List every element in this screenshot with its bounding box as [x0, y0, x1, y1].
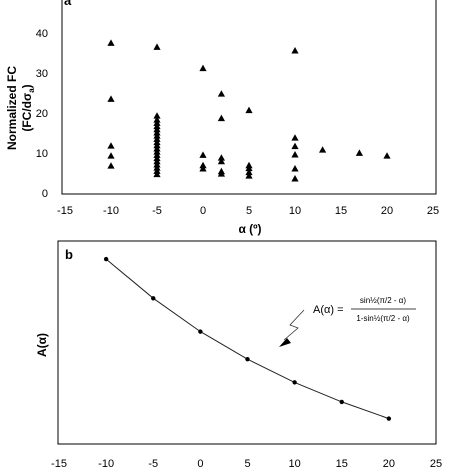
- panel-a-triangle-marker: [291, 175, 299, 182]
- panel-a-triangle-marker: [217, 114, 225, 122]
- panel-a-triangle-marker: [199, 151, 207, 158]
- panel-a-x-tick-label: -15: [57, 205, 73, 217]
- panel-a-x-tick-label: 10: [289, 205, 301, 217]
- panel-a-x-tick-label: 5: [246, 205, 252, 217]
- panel-b-data-point: [339, 399, 344, 405]
- panel-b-data-point: [245, 356, 250, 362]
- panel-b-data-point: [151, 296, 156, 301]
- panel-b: b A(α) -15 -10 -5 0 5 10 15 20 25 A(α) = sin½(π/…: [35, 240, 442, 470]
- panel-a-triangle-marker: [153, 112, 161, 119]
- panel-a-label: a: [64, 0, 72, 8]
- annotation-arrowhead: [279, 338, 291, 347]
- panel-a-y-tick-label: 40: [36, 28, 48, 40]
- panel-b-x-tick-label: 5: [244, 458, 250, 470]
- panel-a-triangle-marker: [217, 90, 225, 97]
- panel-a: a 0 10 20 30 40 -15 -10 -5 0 5 10 15 20 25 α (º) Nor…: [5, 0, 439, 236]
- panel-b-x-tick-label: 25: [430, 458, 442, 470]
- panel-a-triangle-marker: [291, 151, 299, 158]
- panel-b-frame: [57, 240, 437, 445]
- panel-a-x-tick-label: -5: [152, 205, 162, 217]
- panel-b-x-ticks: -15 -10 -5 0 5 10 15 20 25: [51, 458, 442, 470]
- panel-a-y-label-sub: a: [27, 88, 36, 93]
- panel-b-y-axis-label: A(α): [35, 333, 49, 357]
- panel-b-label: b: [65, 247, 73, 262]
- panel-a-triangle-marker: [107, 152, 115, 159]
- panel-a-y-label-close: ): [20, 84, 34, 88]
- panel-a-triangle-marker: [319, 146, 327, 153]
- panel-b-x-tick-label: -15: [51, 458, 67, 470]
- panel-b-x-tick-label: 10: [289, 458, 301, 470]
- panel-b-data-point: [292, 380, 297, 385]
- panel-a-x-tick-label: 25: [427, 205, 439, 217]
- panel-a-triangle-marker: [217, 157, 225, 165]
- panel-b-x-tick-label: 0: [197, 458, 203, 470]
- annotation-leader-line: [283, 309, 305, 341]
- panel-a-x-tick-label: 15: [335, 205, 347, 217]
- panel-b-x-tick-label: -10: [98, 458, 114, 470]
- panel-a-triangle-marker: [153, 43, 161, 50]
- panel-b-data-point: [103, 256, 109, 262]
- panel-a-y-tick-label: 20: [36, 108, 48, 120]
- panel-a-x-axis-label: α (º): [238, 222, 261, 236]
- panel-a-y-tick-label: 10: [36, 148, 48, 160]
- panel-b-curve: [105, 258, 390, 420]
- panel-a-frame: [61, 0, 437, 195]
- panel-a-triangle-marker: [217, 154, 225, 161]
- panel-b-x-tick-label: 15: [336, 458, 348, 470]
- panel-a-y-axis-label: Normalized FC (FC/dσa): [5, 66, 36, 150]
- panel-a-y-label-line2: (FC/dσa): [20, 84, 36, 131]
- panel-a-y-tick-label: 0: [42, 188, 48, 200]
- panel-a-triangle-marker: [245, 172, 253, 179]
- panel-a-x-tick-label: 0: [200, 205, 206, 217]
- panel-a-triangle-marker: [107, 95, 115, 102]
- panel-b-x-tick-label: 20: [383, 458, 395, 470]
- panel-a-triangle-marker: [199, 165, 207, 172]
- panel-a-triangle-marker: [355, 149, 363, 156]
- panel-a-triangle-marker: [245, 106, 253, 114]
- panel-a-triangle-marker: [291, 134, 299, 141]
- panel-a-x-tick-label: 20: [381, 205, 393, 217]
- panel-a-y-ticks: 0 10 20 30 40: [36, 28, 48, 200]
- panel-a-triangle-marker: [245, 168, 253, 176]
- panel-b-y-label-text: A(α): [35, 333, 49, 357]
- panel-a-y-label-main: (FC/dσ: [20, 93, 34, 132]
- panel-a-x-ticks: -15 -10 -5 0 5 10 15 20 25: [57, 205, 439, 217]
- panel-a-triangle-marker: [107, 142, 115, 149]
- panel-a-triangle-marker: [291, 47, 299, 54]
- panel-a-y-label-line1: Normalized FC: [5, 66, 19, 150]
- panel-a-triangle-marker: [107, 39, 115, 46]
- panel-a-triangle-marker: [291, 165, 299, 172]
- panel-a-triangle-marker: [107, 162, 115, 169]
- formula-annotation: A(α) = sin½(π/2 - α) 1-sin½(π/2 - α): [279, 296, 416, 347]
- panel-b-points: [103, 256, 392, 421]
- formula-denominator: 1-sin½(π/2 - α): [356, 314, 410, 323]
- formula-numerator: sin½(π/2 - α): [360, 296, 406, 305]
- panel-b-data-point: [198, 329, 203, 334]
- panel-a-triangle-marker: [153, 170, 161, 178]
- panel-a-points: [107, 39, 391, 182]
- panel-b-x-tick-label: -5: [148, 458, 158, 470]
- formula-lhs: A(α) =: [313, 304, 344, 316]
- panel-a-triangle-marker: [245, 164, 253, 172]
- panel-b-data-point: [386, 416, 392, 421]
- panel-a-y-tick-label: 30: [36, 68, 48, 80]
- panel-a-triangle-marker: [217, 170, 225, 177]
- panel-a-triangle-marker: [199, 64, 207, 72]
- panel-a-triangle-marker: [383, 152, 391, 159]
- panel-a-x-tick-label: -10: [103, 205, 119, 217]
- panel-a-triangle-marker: [291, 142, 299, 150]
